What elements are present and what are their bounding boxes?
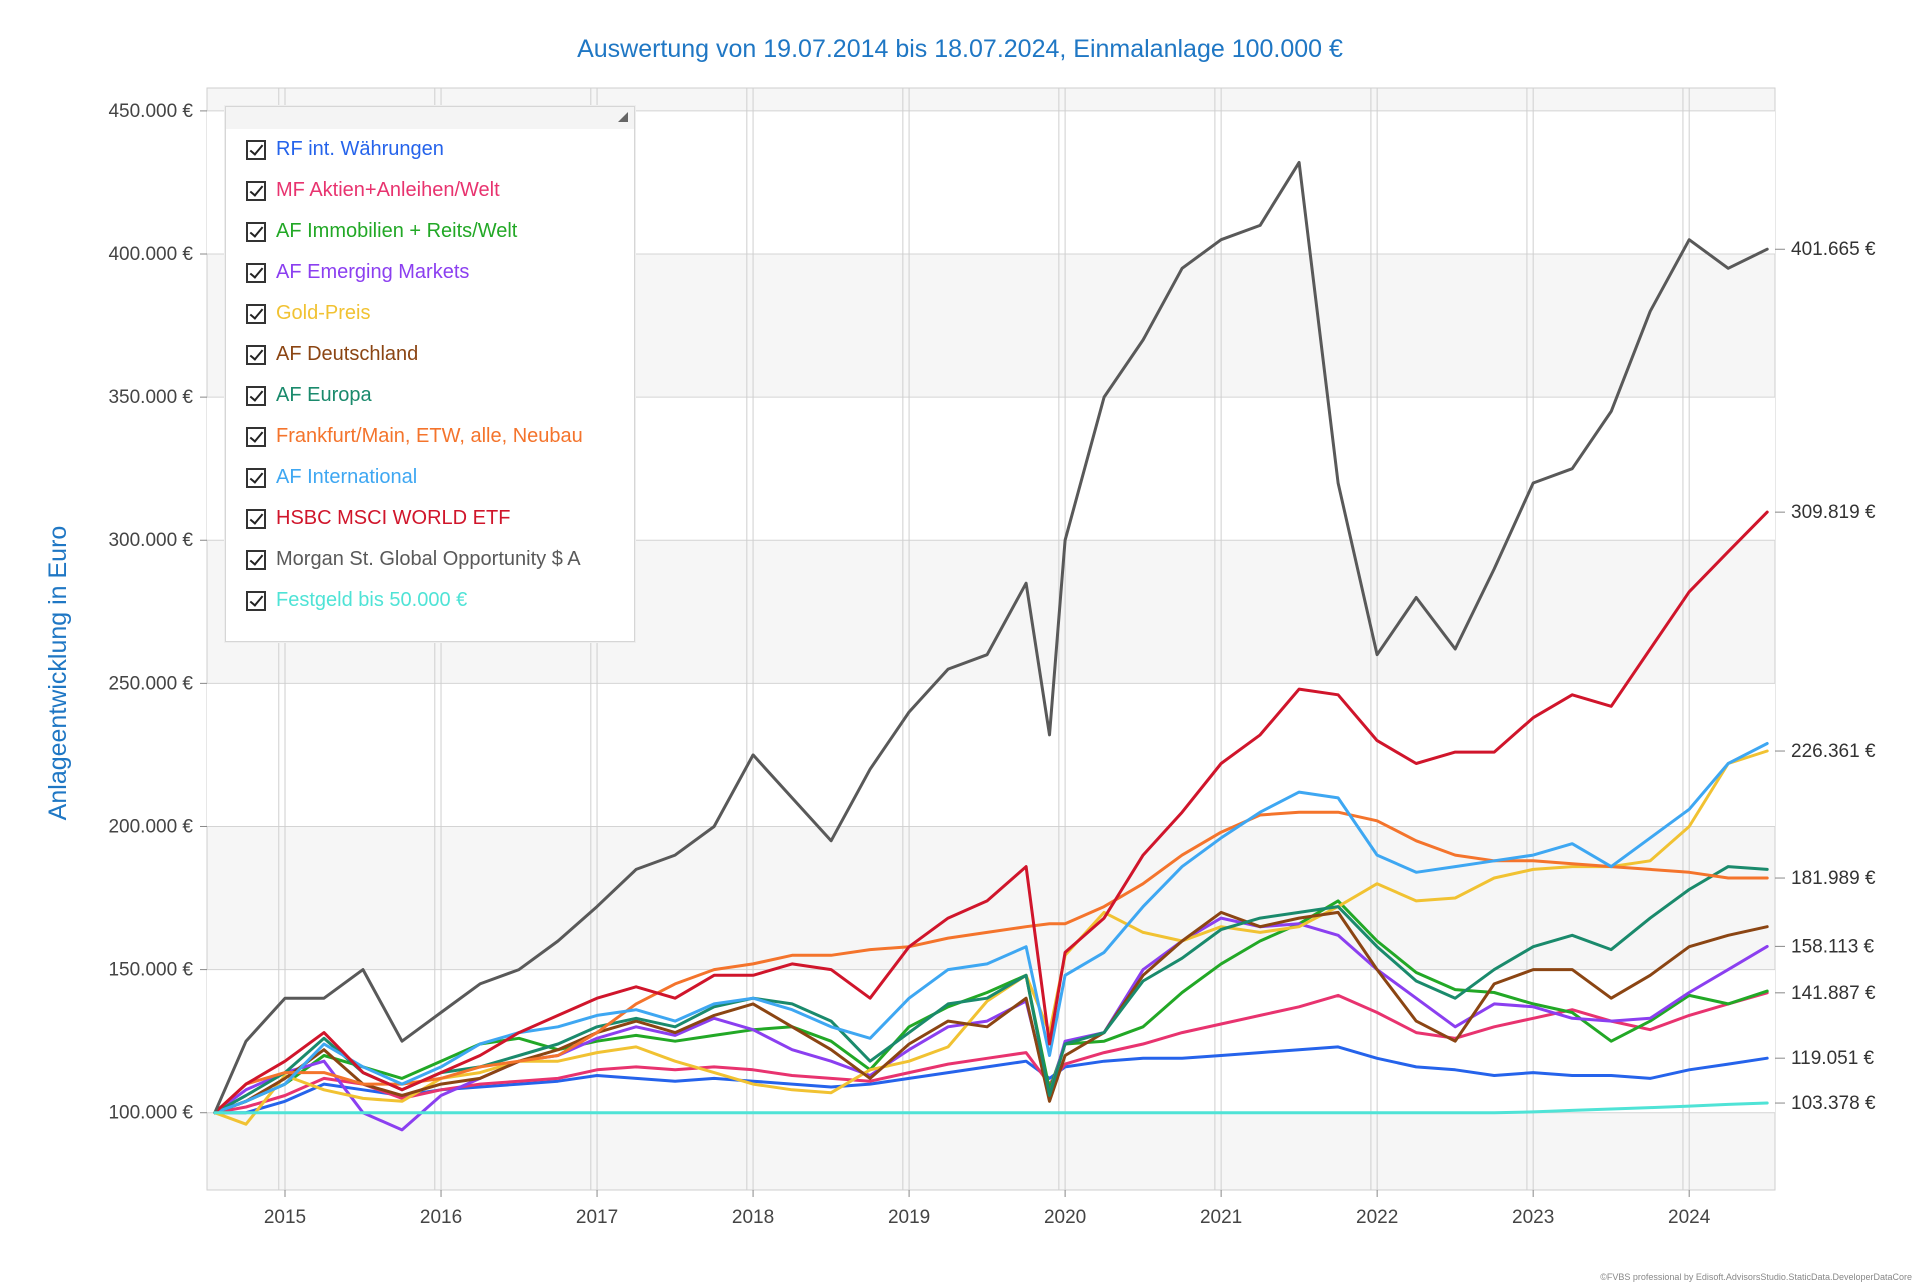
legend-checkbox[interactable] <box>246 139 266 160</box>
x-tick-label: 2019 <box>888 1207 930 1228</box>
resize-grip-icon[interactable] <box>618 112 628 122</box>
legend-item[interactable]: AF International <box>226 457 634 498</box>
legend-checkbox[interactable] <box>246 180 266 201</box>
legend-checkbox[interactable] <box>246 467 266 488</box>
chart-title: Auswertung von 19.07.2014 bis 18.07.2024… <box>577 35 1343 63</box>
end-value-label: 103.378 € <box>1791 1093 1876 1114</box>
legend-checkbox[interactable] <box>246 549 266 570</box>
legend-checkbox[interactable] <box>246 344 266 365</box>
legend-item[interactable]: Gold-Preis <box>226 293 634 334</box>
series-line-2 <box>213 991 1769 1115</box>
legend-item[interactable]: RF int. Währungen <box>226 129 634 170</box>
legend-label: AF Emerging Markets <box>276 261 470 283</box>
y-tick-label: 350.000 € <box>108 387 193 408</box>
y-tick-label: 450.000 € <box>108 101 193 122</box>
legend-checkbox[interactable] <box>246 385 266 406</box>
legend-checkbox[interactable] <box>246 426 266 447</box>
legend-label: AF Immobilien + Reits/Welt <box>276 220 518 242</box>
legend-label: AF Europa <box>276 384 372 406</box>
end-value-label: 309.819 € <box>1791 502 1876 523</box>
x-tick-label: 2023 <box>1512 1207 1554 1228</box>
x-tick-label: 2021 <box>1200 1207 1242 1228</box>
legend-label: Gold-Preis <box>276 302 371 324</box>
x-tick-label: 2016 <box>420 1207 462 1228</box>
y-axis-label: Anlageentwicklung in Euro <box>44 526 72 821</box>
series-line-1 <box>213 1045 1769 1115</box>
footer-credit: ©FVBS professional by Edisoft.AdvisorsSt… <box>1600 1272 1912 1282</box>
end-value-label: 119.051 € <box>1791 1048 1875 1069</box>
legend-item[interactable]: HSBC MSCI WORLD ETF <box>226 498 634 539</box>
legend-checkbox[interactable] <box>246 262 266 283</box>
axis-ticks: 100.000 € 150.000 € 200.000 € 250.000 € 300.… <box>108 101 1710 1228</box>
legend-label: HSBC MSCI WORLD ETF <box>276 507 511 529</box>
end-value-label: 181.989 € <box>1791 868 1876 889</box>
legend-item[interactable]: AF Emerging Markets <box>226 252 634 293</box>
grid-band <box>207 683 1775 827</box>
legend-header <box>226 107 634 129</box>
x-tick-label: 2020 <box>1044 1207 1086 1228</box>
x-tick-label: 2015 <box>264 1207 306 1228</box>
end-value-labels: 401.665 € 309.819 € 226.361 € 181.989 € 158.… <box>1775 239 1876 1114</box>
end-value-label: 158.113 € <box>1791 936 1875 957</box>
series-line-11 <box>213 160 1769 1115</box>
end-value-label: 401.665 € <box>1791 239 1876 260</box>
legend-item[interactable]: MF Aktien+Anleihen/Welt <box>226 170 634 211</box>
x-tick-label: 2022 <box>1356 1207 1398 1228</box>
end-value-label: 141.887 € <box>1791 983 1876 1004</box>
x-tick-label: 2018 <box>732 1207 774 1228</box>
y-tick-label: 400.000 € <box>108 244 193 265</box>
legend-label: Festgeld bis 50.000 € <box>276 589 468 611</box>
legend-checkbox[interactable] <box>246 590 266 611</box>
y-tick-label: 200.000 € <box>108 816 193 837</box>
legend-checkbox[interactable] <box>246 303 266 324</box>
legend-checkbox[interactable] <box>246 221 266 242</box>
series-line-9 <box>213 742 1769 1115</box>
legend-checkbox[interactable] <box>246 508 266 529</box>
legend-item[interactable]: AF Europa <box>226 375 634 416</box>
legend-label: AF Deutschland <box>276 343 419 365</box>
legend-item[interactable]: AF Immobilien + Reits/Welt <box>226 211 634 252</box>
series-line-10 <box>213 510 1769 1115</box>
series-line-12 <box>213 1101 1769 1115</box>
legend-items: RF int. Währungen MF Aktien+Anleihen/Welt… <box>226 129 634 621</box>
y-tick-label: 100.000 € <box>108 1103 193 1124</box>
x-tick-label: 2024 <box>1668 1207 1711 1228</box>
legend-item[interactable]: Frankfurt/Main, ETW, alle, Neubau <box>226 416 634 457</box>
legend-label: MF Aktien+Anleihen/Welt <box>276 179 500 201</box>
y-tick-label: 250.000 € <box>108 673 193 694</box>
chart-legend: RF int. Währungen MF Aktien+Anleihen/Welt… <box>225 106 635 642</box>
y-tick-label: 300.000 € <box>108 530 193 551</box>
legend-label: RF int. Währungen <box>276 138 444 160</box>
y-tick-label: 150.000 € <box>108 960 193 981</box>
legend-item[interactable]: AF Deutschland <box>226 334 634 375</box>
legend-label: Morgan St. Global Opportunity $ A <box>276 548 581 570</box>
x-tick-label: 2017 <box>576 1207 618 1228</box>
series-lines <box>213 160 1769 1132</box>
end-value-label: 226.361 € <box>1791 741 1876 762</box>
legend-label: Frankfurt/Main, ETW, alle, Neubau <box>276 425 583 447</box>
legend-item[interactable]: Festgeld bis 50.000 € <box>226 580 634 621</box>
legend-label: AF International <box>276 466 418 488</box>
legend-item[interactable]: Morgan St. Global Opportunity $ A <box>226 539 634 580</box>
series-line-6 <box>213 910 1769 1115</box>
